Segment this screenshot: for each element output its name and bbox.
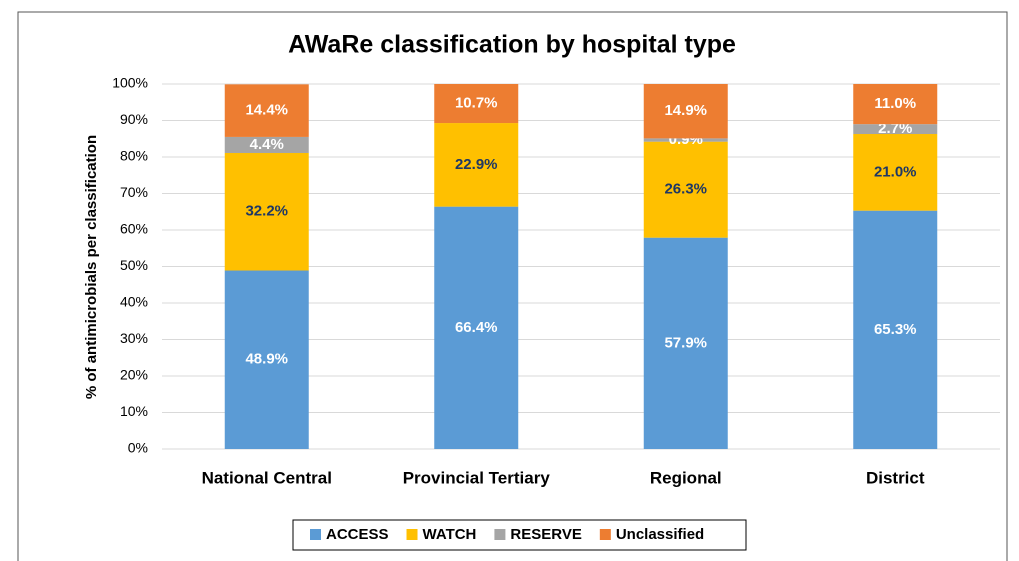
data-label: 66.4%: [455, 319, 498, 336]
y-tick-label: 60%: [120, 221, 148, 237]
y-tick-label: 80%: [120, 148, 148, 164]
legend-box: [292, 519, 747, 551]
y-tick-label: 10%: [120, 403, 148, 419]
legend-swatch: [599, 529, 611, 540]
y-tick-label: 40%: [120, 294, 148, 310]
bar-segment: [853, 134, 938, 211]
data-label: 57.9%: [664, 334, 707, 351]
chart-title: AWaRe classification by hospital type: [288, 31, 736, 59]
legend-swatch: [310, 529, 321, 540]
x-tick-label: Provincial Tertiary: [403, 468, 551, 487]
bar-segment: [224, 136, 309, 153]
bar-segment: [224, 84, 309, 137]
bar-segment: [224, 152, 309, 271]
bar-segment: [853, 124, 938, 135]
x-tick-label: District: [866, 468, 925, 487]
bar-segment: [434, 84, 519, 124]
data-label: 14.9%: [664, 102, 707, 119]
legend-label: ACCESS: [326, 526, 389, 543]
data-label: 32.2%: [245, 203, 288, 220]
legend-label: Unclassified: [616, 526, 704, 543]
data-label: 22.9%: [455, 156, 498, 173]
y-tick-label: 30%: [120, 330, 148, 346]
bar-segment: [224, 270, 309, 449]
y-tick-label: 70%: [120, 184, 148, 200]
x-tick-label: National Central: [202, 468, 332, 487]
bar-segment: [434, 123, 519, 207]
data-label: 2.7%: [878, 120, 912, 137]
data-label: 10.7%: [455, 94, 498, 111]
y-axis-label: % of antimicrobials per classification: [83, 135, 100, 399]
y-tick-label: 100%: [112, 75, 148, 91]
legend-swatch: [406, 529, 418, 540]
bar-segment: [853, 84, 938, 125]
y-tick-label: 20%: [120, 367, 148, 383]
legend-label: WATCH: [423, 526, 477, 543]
data-label: 21.0%: [874, 163, 917, 180]
bar-segment: [643, 237, 728, 449]
data-label: 48.9%: [245, 351, 288, 368]
legend-label: RESERVE: [510, 526, 581, 543]
bar-segment: [643, 138, 728, 142]
y-tick-label: 50%: [120, 257, 148, 273]
bar-segment: [853, 210, 938, 449]
chart-frame: [17, 11, 1008, 561]
bar-segment: [643, 141, 728, 238]
bar-segment: [434, 206, 519, 449]
y-tick-label: 0%: [128, 440, 148, 456]
data-label: 65.3%: [874, 321, 917, 338]
bar-segment: [643, 84, 728, 139]
legend-swatch: [494, 529, 506, 540]
data-label: 4.4%: [250, 136, 284, 153]
data-label: 11.0%: [874, 95, 916, 112]
y-tick-label: 90%: [120, 111, 148, 127]
x-tick-label: Regional: [650, 468, 722, 487]
data-label: 14.4%: [245, 102, 288, 119]
data-label: 26.3%: [664, 181, 707, 198]
